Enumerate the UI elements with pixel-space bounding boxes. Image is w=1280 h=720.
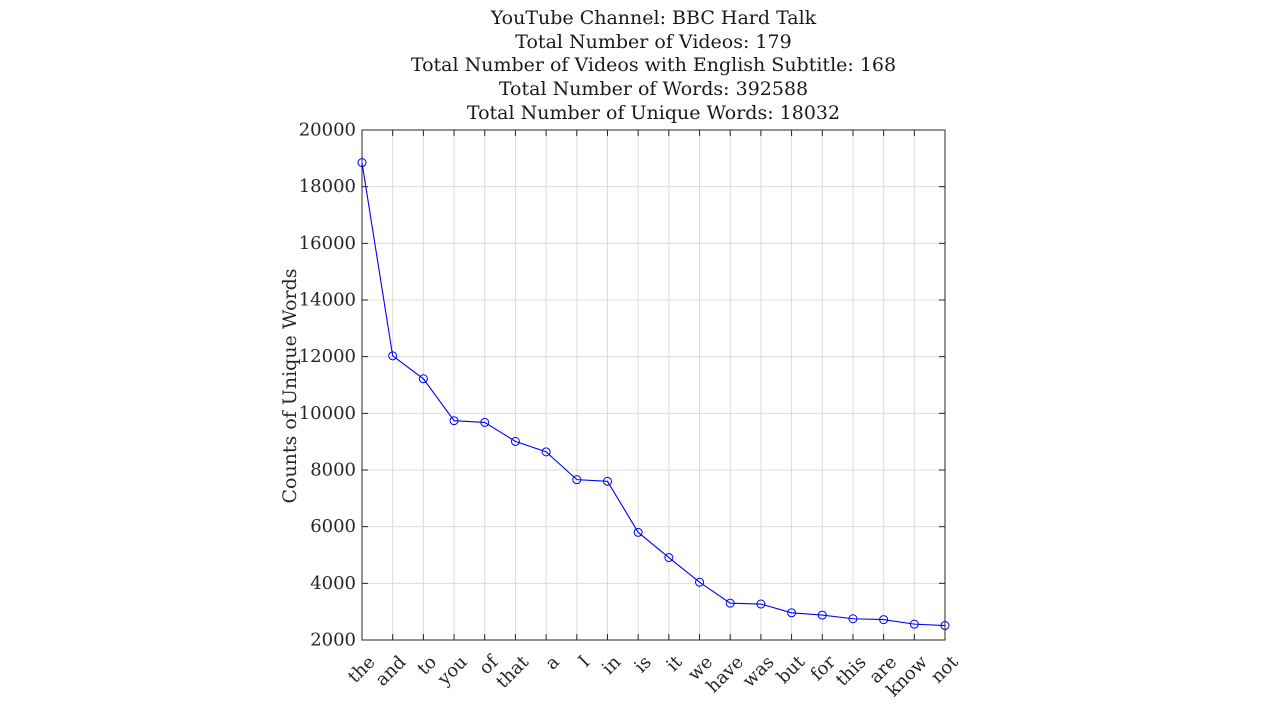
x-tick-label: this [832, 652, 871, 691]
data-point [695, 577, 705, 587]
chart-title: YouTube Channel: BBC Hard Talk Total Num… [0, 7, 1280, 126]
y-tick-label: 4000 [310, 573, 356, 594]
series-line [361, 162, 946, 627]
x-tick-label: and [371, 652, 410, 691]
x-tick-label: a [541, 652, 564, 675]
title-line-subtitled-videos: Total Number of Videos with English Subt… [410, 54, 897, 77]
data-point [449, 416, 459, 426]
x-tick-label: was [739, 652, 779, 692]
grid [361, 129, 946, 641]
y-tick-label: 12000 [299, 346, 356, 367]
y-tick-label: 2000 [310, 630, 356, 651]
y-tick-label: 16000 [299, 233, 356, 254]
data-point [817, 610, 827, 620]
data-point [879, 615, 889, 625]
title-line-channel: YouTube Channel: BBC Hard Talk [490, 7, 817, 29]
x-tick-label: that [492, 651, 533, 692]
data-point [510, 436, 520, 446]
data-point [909, 619, 919, 629]
data-point [787, 608, 797, 618]
series-layer [357, 158, 950, 631]
y-tick-label: 6000 [310, 516, 356, 537]
x-tick-label: I [574, 652, 594, 672]
data-point [480, 417, 490, 427]
y-tick-label: 20000 [299, 120, 356, 141]
y-tick-label: 10000 [299, 403, 356, 424]
data-point [602, 476, 612, 486]
title-line-unique-words: Total Number of Unique Words: 18032 [466, 101, 841, 124]
data-point [572, 475, 582, 485]
tick-marks [361, 129, 946, 641]
x-tick-label: you [433, 652, 472, 691]
y-tick-labels: 2000 4000 6000 8000 10000 12000 14000 16000 1800… [299, 120, 356, 651]
y-tick-label: 8000 [310, 460, 356, 481]
data-point [541, 447, 551, 457]
title-line-videos: Total Number of Videos: 179 [515, 30, 792, 53]
y-tick-label: 18000 [299, 176, 356, 197]
data-point [357, 158, 367, 168]
plot-area-frame [361, 129, 946, 641]
x-tick-label: but [773, 651, 810, 688]
y-tick-label: 14000 [299, 290, 356, 311]
title-line-words: Total Number of Words: 392588 [498, 78, 809, 101]
data-point [388, 351, 398, 361]
x-tick-label: not [927, 651, 963, 687]
data-point [418, 374, 428, 384]
data-point [756, 599, 766, 609]
x-tick-label: is [630, 652, 655, 677]
data-point [848, 614, 858, 624]
data-point [725, 598, 735, 608]
data-point [633, 527, 643, 537]
data-point [940, 621, 950, 631]
data-point [664, 553, 674, 563]
y-axis-label: Counts of Unique Words [279, 268, 301, 503]
x-tick-label: it [662, 651, 687, 676]
x-tick-label: in [598, 651, 625, 678]
x-tick-label: the [344, 652, 380, 688]
